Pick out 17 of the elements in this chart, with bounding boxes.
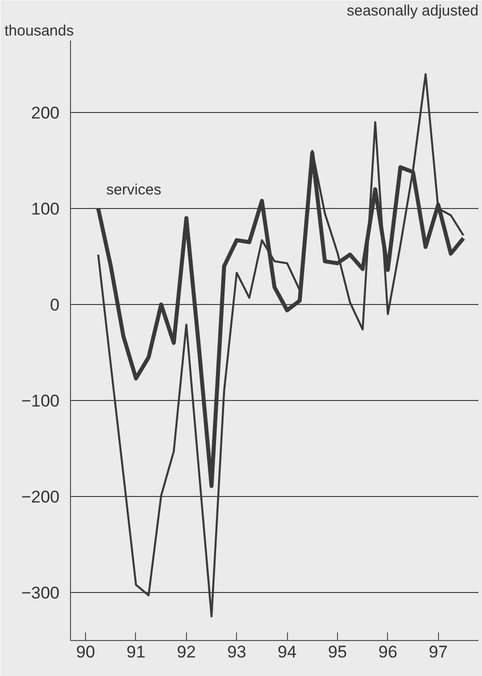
x-tick-label: 91	[126, 642, 146, 662]
y-tick-label: 100	[31, 200, 60, 218]
y-tick-label: 200	[31, 104, 60, 122]
x-tick-label: 95	[328, 642, 347, 662]
x-tick-label: 97	[428, 642, 448, 662]
x-tick-label: 94	[278, 642, 297, 662]
x-tick-label: 96	[378, 642, 398, 662]
series-label: services	[106, 182, 162, 198]
x-tick-label: 92	[176, 642, 196, 662]
y-axis-title: thousands	[4, 22, 74, 40]
y-tick-label: −300	[21, 584, 60, 602]
y-tick-label: −200	[21, 488, 60, 506]
chart-subtitle: seasonally adjusted	[346, 2, 479, 20]
x-tick-label: 93	[227, 642, 246, 662]
x-tick-label: 90	[76, 642, 96, 662]
y-tick-label: 0	[50, 296, 60, 314]
y-tick-label: −100	[21, 392, 60, 410]
